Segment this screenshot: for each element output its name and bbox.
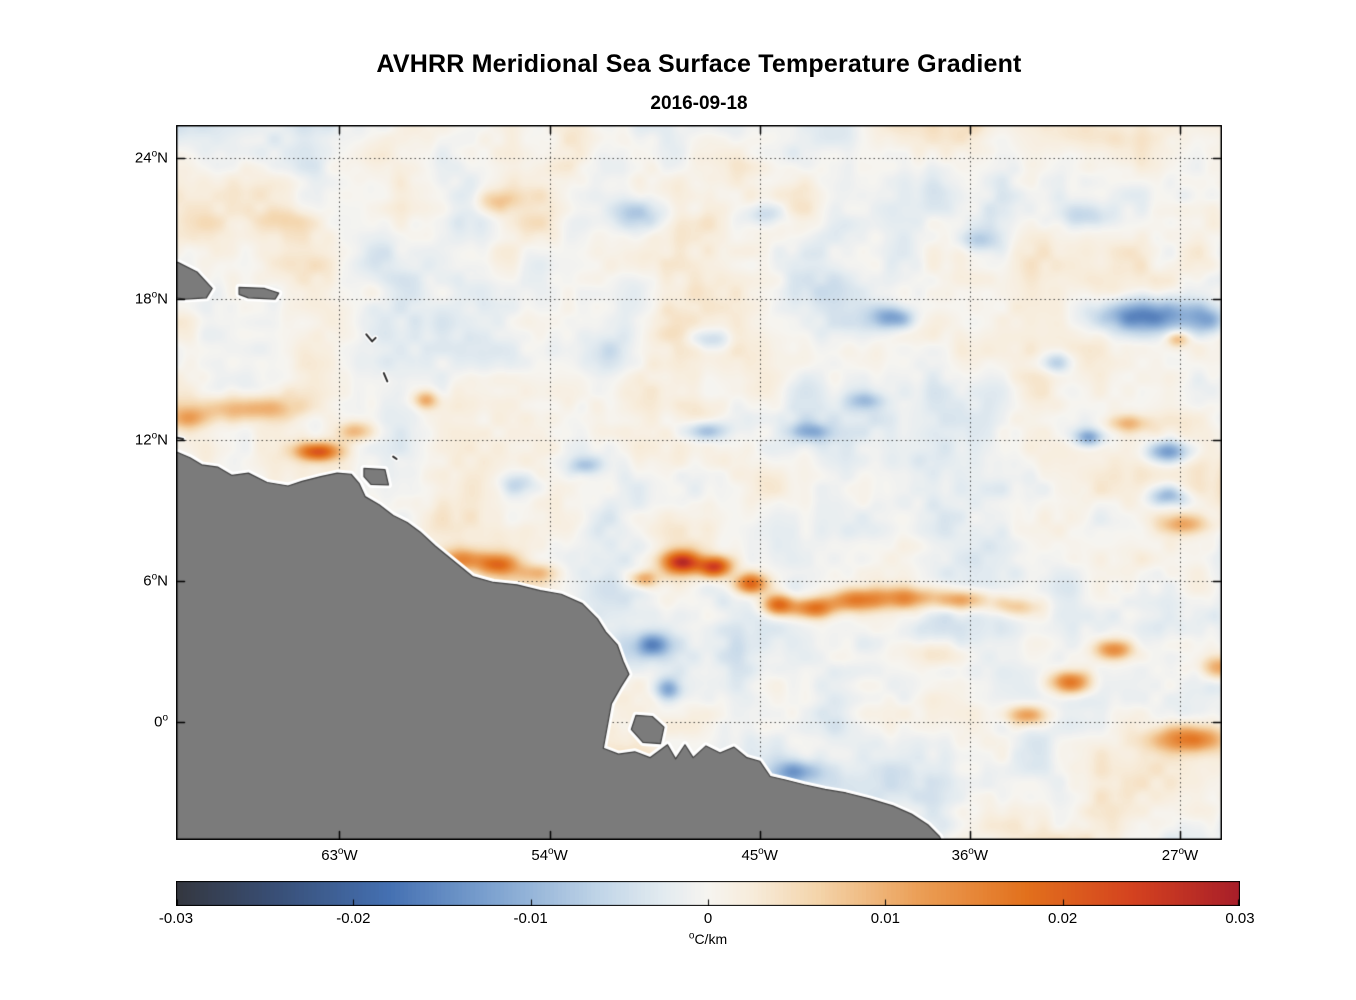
sst-gradient-map-canvas <box>176 125 1222 840</box>
tick-number: 45 <box>741 847 759 864</box>
degree-symbol: o <box>151 571 158 583</box>
tick-hemisphere: W <box>973 847 989 864</box>
tick-number: 12 <box>134 431 152 449</box>
y-axis-tick-label: 18oN <box>0 289 168 308</box>
tick-hemisphere: W <box>763 847 778 864</box>
degree-symbol: o <box>758 846 764 857</box>
tick-number: 24 <box>134 149 152 167</box>
degree-symbol: o <box>968 846 974 857</box>
tick-hemisphere: N <box>157 431 168 449</box>
tick-hemisphere: N <box>157 572 168 590</box>
colorbar-unit-text: C/km <box>694 931 728 947</box>
degree-symbol: o <box>151 289 158 301</box>
tick-number: 63 <box>321 847 338 864</box>
y-axis-tick-label: 12oN <box>0 430 168 449</box>
colorbar-tick-label: 0 <box>703 910 713 927</box>
colorbar-unit-label: oC/km <box>176 931 1240 947</box>
tick-number: 18 <box>134 290 152 308</box>
degree-symbol: o <box>151 430 158 442</box>
y-axis-tick-label: 0o <box>0 712 168 731</box>
colorbar-tick-label: -0.02 <box>336 910 371 927</box>
x-axis-tick-label: 63oW <box>321 846 358 865</box>
x-axis-tick-label: 27oW <box>1161 846 1199 865</box>
tick-number: 36 <box>951 847 969 864</box>
colorbar-tick-label: 0.01 <box>870 910 900 927</box>
colorbar-tick-label: 0.03 <box>1225 910 1255 927</box>
degree-symbol: o <box>688 930 695 942</box>
tick-number: 0 <box>154 713 163 731</box>
x-axis-tick-label: 54oW <box>531 846 568 865</box>
chart-title: AVHRR Meridional Sea Surface Temperature… <box>376 50 1022 78</box>
degree-symbol: o <box>151 148 158 160</box>
colorbar-tick-label: 0.02 <box>1048 910 1078 927</box>
tick-hemisphere: N <box>157 149 168 167</box>
degree-symbol: o <box>548 846 554 857</box>
degree-symbol: o <box>337 846 344 857</box>
tick-number: 27 <box>1161 847 1179 864</box>
colorbar-tick-label: -0.01 <box>513 910 548 927</box>
tick-hemisphere: W <box>1184 847 1199 864</box>
x-axis-tick-label: 45oW <box>741 846 778 865</box>
tick-hemisphere: N <box>157 290 168 308</box>
y-axis-tick-label: 6oN <box>0 571 168 590</box>
x-axis-tick-label: 36oW <box>951 846 989 865</box>
degree-symbol: o <box>1178 846 1185 857</box>
tick-hemisphere: W <box>343 847 358 864</box>
colorbar-tick-label: -0.03 <box>158 910 194 927</box>
y-axis-tick-label: 24oN <box>0 148 168 167</box>
tick-number: 6 <box>143 572 152 590</box>
colorbar-canvas <box>176 881 1240 906</box>
chart-date-subtitle: 2016-09-18 <box>650 93 748 114</box>
tick-number: 54 <box>531 847 549 864</box>
tick-hemisphere: W <box>553 847 568 864</box>
degree-symbol: o <box>162 712 168 724</box>
